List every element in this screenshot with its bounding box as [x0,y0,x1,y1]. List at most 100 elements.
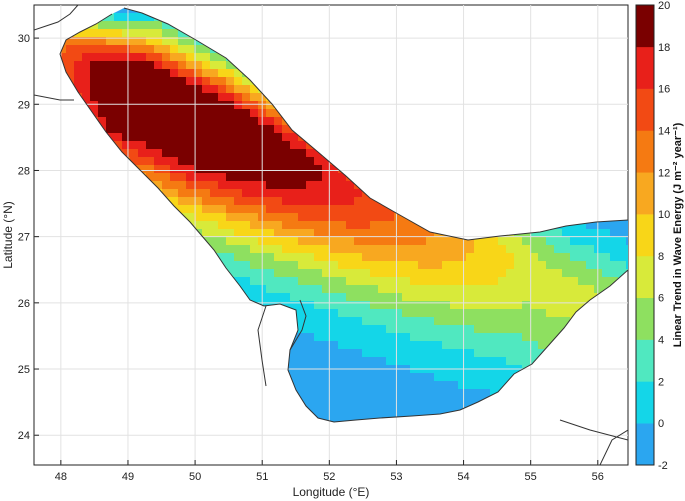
field-cell [418,341,427,350]
field-cell [106,69,115,78]
field-cell [306,333,315,342]
field-cell [74,61,83,70]
field-cell [130,13,139,22]
field-cell [106,101,115,110]
field-cell [346,269,355,278]
field-cell [138,133,147,142]
field-cell [386,333,395,342]
field-cell [354,253,363,262]
field-cell [570,285,579,294]
field-cell [114,61,123,70]
field-cell [434,373,443,382]
field-cell [138,77,147,86]
field-cell [306,197,315,206]
field-cell [210,117,219,126]
field-cell [282,189,291,198]
field-cell [170,157,179,166]
field-cell [210,101,219,110]
field-cell [314,293,323,302]
field-cell [138,61,147,70]
field-cell [218,245,227,254]
field-cell [474,349,483,358]
field-cell [418,253,427,262]
field-cell [314,197,323,206]
field-cell [386,293,395,302]
field-cell [410,317,419,326]
field-cell [378,237,387,246]
field-cell [210,221,219,230]
field-cell [74,69,83,78]
field-cell [202,101,211,110]
field-cell [114,69,123,78]
field-cell [314,213,323,222]
field-cell [538,277,547,286]
field-cell [330,381,339,390]
field-cell [330,309,339,318]
field-cell [114,77,123,86]
field-cell [250,269,259,278]
field-cell [282,181,291,190]
field-cell [338,357,347,366]
field-cell [290,213,299,222]
field-cell [242,117,251,126]
field-cell [346,405,355,414]
field-cell [250,277,259,286]
field-cell [322,285,331,294]
field-cell [466,333,475,342]
field-cell [362,413,371,422]
field-cell [306,149,315,158]
field-cell [386,269,395,278]
field-cell [242,93,251,102]
field-cell [242,165,251,174]
field-cell [538,341,547,350]
field-cell [514,333,523,342]
field-cell [226,69,235,78]
field-cell [346,357,355,366]
field-cell [130,77,139,86]
field-cell [218,205,227,214]
field-cell [522,333,531,342]
field-cell [106,61,115,70]
field-cell [274,269,283,278]
field-cell [60,53,67,62]
field-cell [498,285,507,294]
field-cell [346,333,355,342]
field-cell [562,285,571,294]
field-cell [546,237,555,246]
field-cell [170,173,179,182]
field-cell [322,325,331,334]
field-cell [482,389,491,398]
field-cell [114,117,123,126]
field-cell [354,261,363,270]
field-cell [74,85,83,94]
field-cell [162,77,171,86]
field-cell [482,349,491,358]
field-cell [274,181,283,190]
field-cell [298,381,307,390]
field-cell [298,317,307,326]
field-cell [618,269,627,278]
field-cell [170,37,179,46]
field-cell [242,181,251,190]
field-cell [586,277,595,286]
field-cell [514,325,523,334]
field-cell [186,141,195,150]
field-cell [274,133,283,142]
field-cell [362,349,371,358]
field-cell [394,285,403,294]
field-cell [538,261,547,270]
field-cell [298,141,307,150]
field-cell [210,189,219,198]
field-cell [554,285,563,294]
field-cell [66,45,75,54]
field-cell [354,397,363,406]
field-cell [418,397,427,406]
field-cell [362,357,371,366]
field-cell [250,261,259,270]
field-cell [114,37,123,46]
field-cell [418,357,427,366]
x-tick-label: 55 [525,471,537,483]
field-cell [434,245,443,254]
field-cell [362,341,371,350]
